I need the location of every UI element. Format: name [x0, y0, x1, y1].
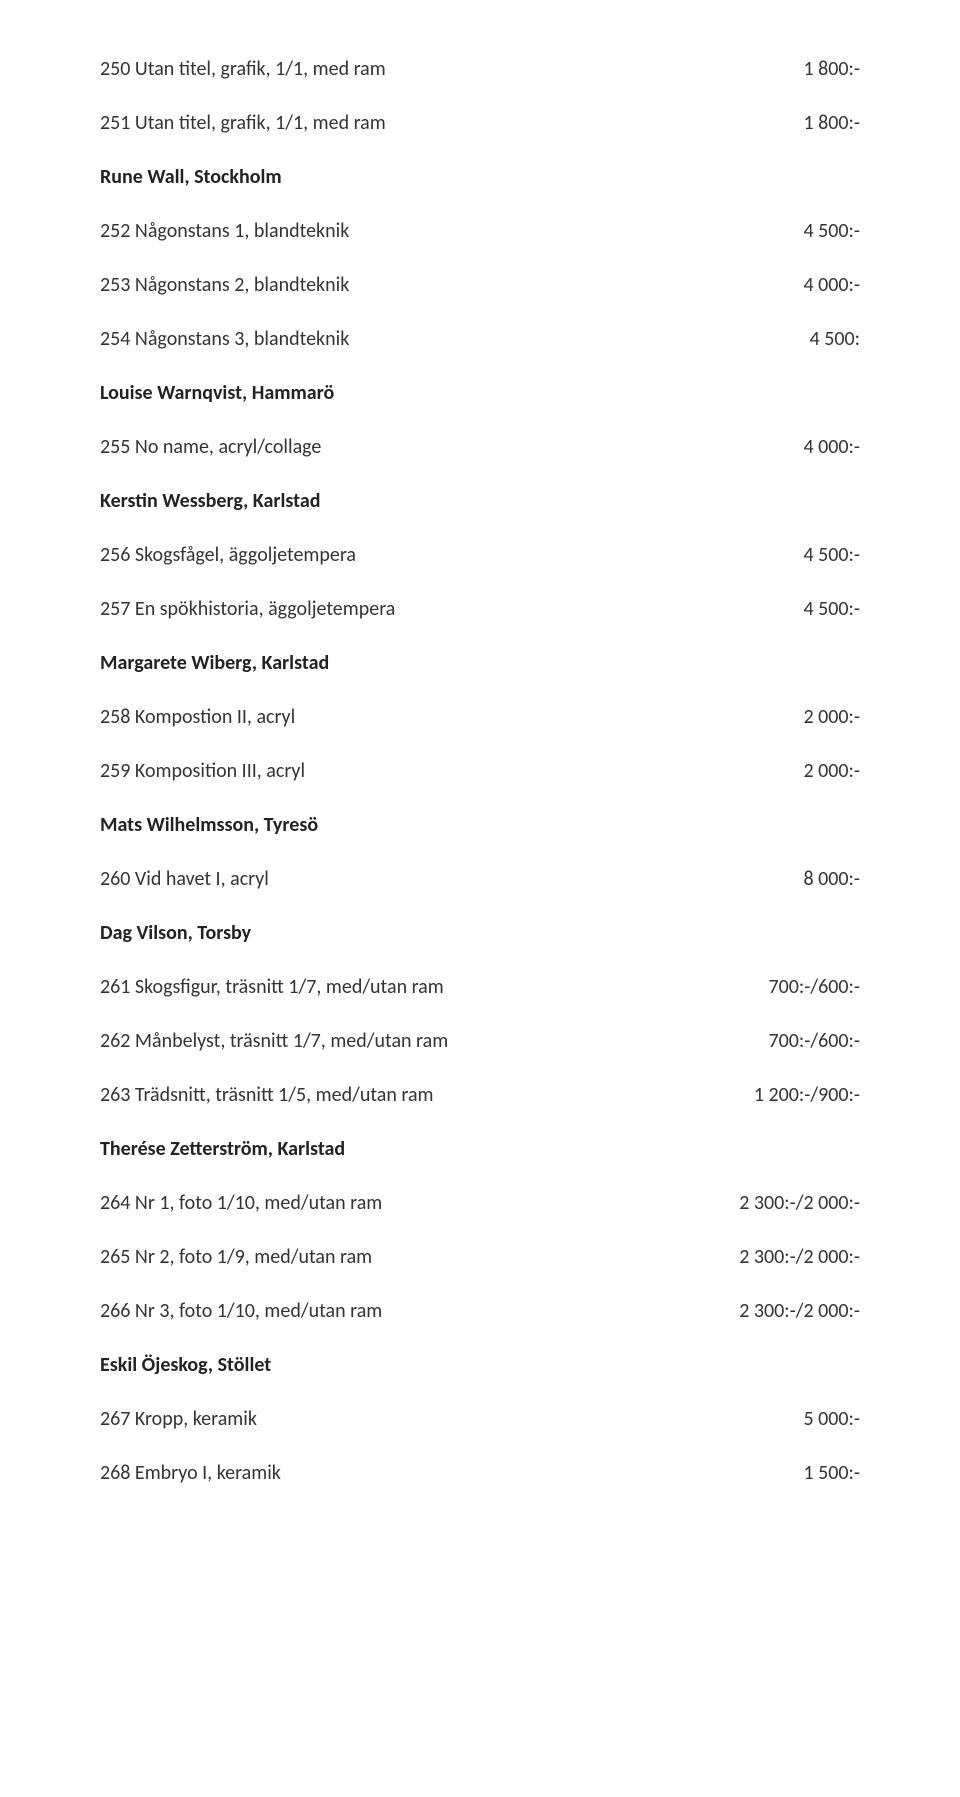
list-item: 258 Kompostion II, acryl2 000:-	[100, 704, 860, 731]
list-item: 261 Skogsfigur, träsnitt 1/7, med/utan r…	[100, 974, 860, 1001]
item-price: 8 000:-	[803, 866, 860, 893]
list-item: 267 Kropp, keramik5 000:-	[100, 1406, 860, 1433]
list-item: 262 Månbelyst, träsnitt 1/7, med/utan ra…	[100, 1028, 860, 1055]
item-description: 251 Utan titel, grafik, 1/1, med ram	[100, 110, 803, 137]
artist-heading: Eskil Öjeskog, Stöllet	[100, 1352, 860, 1379]
list-item: 255 No name, acryl/collage4 000:-	[100, 434, 860, 461]
item-description: 254 Någonstans 3, blandteknik	[100, 326, 810, 353]
item-description: 259 Komposition III, acryl	[100, 758, 803, 785]
artist-name: Margarete Wiberg, Karlstad	[100, 650, 860, 677]
item-description: 266 Nr 3, foto 1/10, med/utan ram	[100, 1298, 739, 1325]
item-price: 2 000:-	[803, 704, 860, 731]
list-item: 257 En spökhistoria, äggoljetempera4 500…	[100, 596, 860, 623]
item-description: 258 Kompostion II, acryl	[100, 704, 803, 731]
item-price: 1 800:-	[803, 56, 860, 83]
item-description: 264 Nr 1, foto 1/10, med/utan ram	[100, 1190, 739, 1217]
artist-heading: Kerstin Wessberg, Karlstad	[100, 488, 860, 515]
item-description: 255 No name, acryl/collage	[100, 434, 803, 461]
artist-name: Rune Wall, Stockholm	[100, 164, 860, 191]
item-description: 257 En spökhistoria, äggoljetempera	[100, 596, 803, 623]
item-price: 1 500:-	[803, 1460, 860, 1487]
item-price: 2 300:-/2 000:-	[739, 1244, 860, 1271]
item-price: 1 800:-	[803, 110, 860, 137]
item-price: 2 300:-/2 000:-	[739, 1190, 860, 1217]
item-price: 4 500:-	[803, 218, 860, 245]
item-description: 250 Utan titel, grafik, 1/1, med ram	[100, 56, 803, 83]
list-item: 260 Vid havet I, acryl8 000:-	[100, 866, 860, 893]
artist-name: Mats Wilhelmsson, Tyresö	[100, 812, 860, 839]
item-price: 2 000:-	[803, 758, 860, 785]
item-price: 5 000:-	[803, 1406, 860, 1433]
artist-heading: Louise Warnqvist, Hammarö	[100, 380, 860, 407]
item-description: 265 Nr 2, foto 1/9, med/utan ram	[100, 1244, 739, 1271]
list-item: 259 Komposition III, acryl2 000:-	[100, 758, 860, 785]
artist-heading: Margarete Wiberg, Karlstad	[100, 650, 860, 677]
list-item: 264 Nr 1, foto 1/10, med/utan ram2 300:-…	[100, 1190, 860, 1217]
list-item: 251 Utan titel, grafik, 1/1, med ram1 80…	[100, 110, 860, 137]
item-description: 263 Trädsnitt, träsnitt 1/5, med/utan ra…	[100, 1082, 754, 1109]
item-description: 267 Kropp, keramik	[100, 1406, 803, 1433]
item-price: 700:-/600:-	[769, 1028, 861, 1055]
artist-name: Eskil Öjeskog, Stöllet	[100, 1352, 860, 1379]
item-description: 252 Någonstans 1, blandteknik	[100, 218, 803, 245]
artist-heading: Rune Wall, Stockholm	[100, 164, 860, 191]
artist-heading: Therése Zetterström, Karlstad	[100, 1136, 860, 1163]
artist-name: Kerstin Wessberg, Karlstad	[100, 488, 860, 515]
item-description: 253 Någonstans 2, blandteknik	[100, 272, 803, 299]
list-item: 256 Skogsfågel, äggoljetempera4 500:-	[100, 542, 860, 569]
item-price: 4 000:-	[803, 272, 860, 299]
artist-heading: Mats Wilhelmsson, Tyresö	[100, 812, 860, 839]
artist-heading: Dag Vilson, Torsby	[100, 920, 860, 947]
list-item: 250 Utan titel, grafik, 1/1, med ram1 80…	[100, 56, 860, 83]
item-description: 268 Embryo I, keramik	[100, 1460, 803, 1487]
item-description: 260 Vid havet I, acryl	[100, 866, 803, 893]
price-list: 250 Utan titel, grafik, 1/1, med ram1 80…	[100, 56, 860, 1487]
list-item: 265 Nr 2, foto 1/9, med/utan ram2 300:-/…	[100, 1244, 860, 1271]
item-description: 262 Månbelyst, träsnitt 1/7, med/utan ra…	[100, 1028, 769, 1055]
item-description: 256 Skogsfågel, äggoljetempera	[100, 542, 803, 569]
item-price: 700:-/600:-	[769, 974, 861, 1001]
list-item: 263 Trädsnitt, träsnitt 1/5, med/utan ra…	[100, 1082, 860, 1109]
list-item: 252 Någonstans 1, blandteknik4 500:-	[100, 218, 860, 245]
list-item: 254 Någonstans 3, blandteknik4 500:	[100, 326, 860, 353]
item-price: 4 000:-	[803, 434, 860, 461]
artist-name: Therése Zetterström, Karlstad	[100, 1136, 860, 1163]
list-item: 268 Embryo I, keramik1 500:-	[100, 1460, 860, 1487]
item-description: 261 Skogsfigur, träsnitt 1/7, med/utan r…	[100, 974, 769, 1001]
list-item: 266 Nr 3, foto 1/10, med/utan ram2 300:-…	[100, 1298, 860, 1325]
item-price: 2 300:-/2 000:-	[739, 1298, 860, 1325]
item-price: 4 500:-	[803, 596, 860, 623]
item-price: 4 500:	[810, 326, 860, 353]
list-item: 253 Någonstans 2, blandteknik4 000:-	[100, 272, 860, 299]
artist-name: Louise Warnqvist, Hammarö	[100, 380, 860, 407]
item-price: 1 200:-/900:-	[754, 1082, 860, 1109]
item-price: 4 500:-	[803, 542, 860, 569]
artist-name: Dag Vilson, Torsby	[100, 920, 860, 947]
